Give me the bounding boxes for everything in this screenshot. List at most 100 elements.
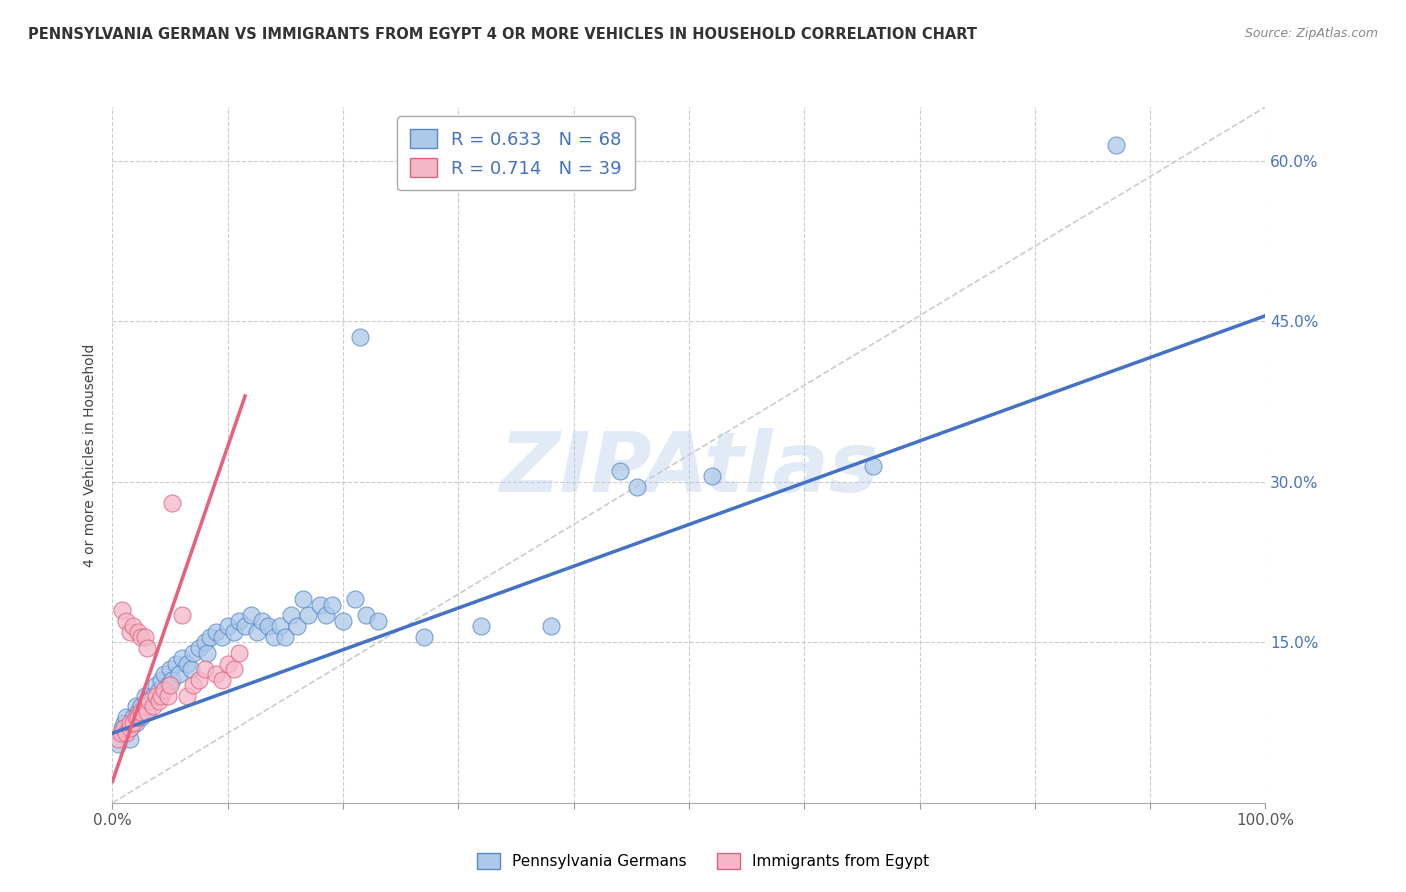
Point: [136, 694, 159, 708]
Point: [222, 662, 245, 676]
Point: [127, 624, 149, 639]
Point: [122, 619, 145, 633]
Point: [626, 480, 648, 494]
Point: [162, 673, 184, 687]
Point: [315, 608, 337, 623]
Point: [115, 710, 138, 724]
Point: [263, 630, 285, 644]
Point: [180, 662, 202, 676]
Legend: Pennsylvania Germans, Immigrants from Egypt: Pennsylvania Germans, Immigrants from Eg…: [471, 847, 935, 875]
Point: [118, 721, 141, 735]
Point: [343, 592, 366, 607]
Point: [107, 731, 129, 746]
Point: [145, 678, 167, 692]
Point: [195, 646, 218, 660]
Point: [134, 689, 156, 703]
Point: [118, 731, 141, 746]
Point: [115, 726, 138, 740]
Point: [134, 699, 156, 714]
Point: [136, 705, 159, 719]
Point: [129, 710, 153, 724]
Text: Source: ZipAtlas.com: Source: ZipAtlas.com: [1244, 27, 1378, 40]
Point: [194, 635, 217, 649]
Point: [222, 624, 245, 639]
Point: [1104, 137, 1126, 152]
Point: [349, 330, 371, 344]
Point: [129, 705, 153, 719]
Point: [176, 657, 198, 671]
Point: [153, 667, 176, 681]
Point: [159, 678, 181, 692]
Point: [136, 640, 159, 655]
Point: [194, 662, 217, 676]
Point: [136, 705, 159, 719]
Point: [285, 619, 308, 633]
Point: [134, 630, 156, 644]
Point: [118, 721, 141, 735]
Point: [412, 630, 434, 644]
Point: [138, 694, 160, 708]
Point: [122, 715, 145, 730]
Point: [211, 673, 233, 687]
Point: [124, 715, 146, 730]
Point: [200, 630, 222, 644]
Point: [609, 464, 631, 478]
Point: [149, 689, 172, 703]
Point: [205, 667, 228, 681]
Point: [112, 721, 135, 735]
Point: [297, 608, 319, 623]
Point: [129, 699, 153, 714]
Point: [129, 630, 153, 644]
Point: [211, 630, 233, 644]
Point: [176, 689, 198, 703]
Point: [148, 694, 170, 708]
Point: [124, 710, 146, 724]
Point: [233, 619, 256, 633]
Point: [332, 614, 354, 628]
Point: [111, 721, 134, 735]
Point: [228, 646, 250, 660]
Point: [165, 657, 187, 671]
Legend: R = 0.633   N = 68, R = 0.714   N = 39: R = 0.633 N = 68, R = 0.714 N = 39: [398, 116, 634, 190]
Point: [187, 673, 211, 687]
Point: [257, 619, 280, 633]
Point: [217, 657, 239, 671]
Point: [156, 689, 179, 703]
Point: [124, 699, 146, 714]
Point: [149, 673, 172, 687]
Point: [153, 683, 176, 698]
Point: [112, 726, 135, 740]
Point: [291, 592, 314, 607]
Point: [112, 715, 135, 730]
Point: [274, 630, 297, 644]
Point: [700, 469, 723, 483]
Point: [118, 624, 141, 639]
Point: [122, 710, 145, 724]
Point: [239, 608, 262, 623]
Point: [142, 699, 165, 714]
Point: [138, 699, 160, 714]
Point: [170, 651, 193, 665]
Point: [127, 710, 149, 724]
Point: [159, 662, 181, 676]
Point: [142, 689, 165, 703]
Point: [181, 678, 204, 692]
Point: [252, 614, 274, 628]
Point: [127, 705, 149, 719]
Point: [309, 598, 332, 612]
Point: [367, 614, 389, 628]
Point: [170, 608, 193, 623]
Point: [118, 715, 141, 730]
Point: [280, 608, 302, 623]
Point: [148, 683, 170, 698]
Point: [470, 619, 492, 633]
Point: [156, 678, 179, 692]
Point: [169, 667, 191, 681]
Point: [107, 737, 129, 751]
Point: [162, 496, 184, 510]
Point: [354, 608, 377, 623]
Point: [540, 619, 562, 633]
Point: [181, 646, 204, 660]
Text: ZIPAtlas: ZIPAtlas: [499, 428, 879, 509]
Point: [145, 689, 167, 703]
